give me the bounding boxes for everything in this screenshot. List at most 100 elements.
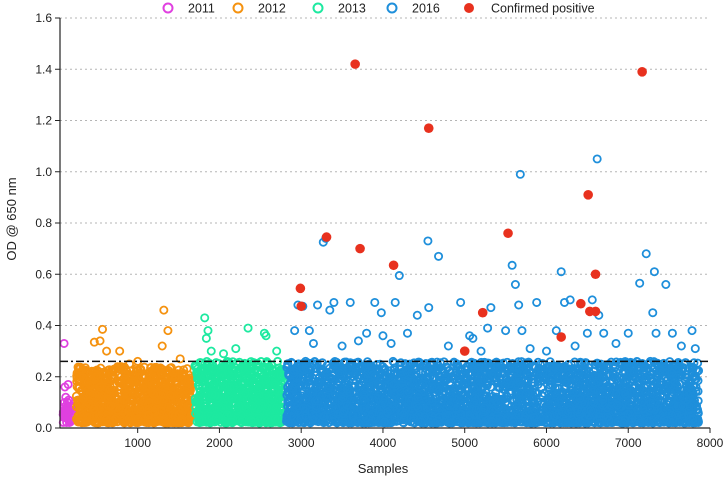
data-point [177,414,187,424]
data-point [157,341,167,351]
data-point [201,389,211,399]
data-point [101,414,111,424]
data-point [124,359,134,369]
data-point [129,376,139,386]
data-point [85,380,95,390]
data-point [235,385,245,395]
series-2016 [282,154,704,428]
data-point [133,414,143,424]
data-point [83,416,93,426]
data-point [175,391,185,401]
data-point [243,365,253,375]
data-point [203,326,213,336]
data-point [175,354,185,364]
data-point [157,378,167,388]
data-point [238,415,248,425]
data-point [219,349,229,359]
data-point [267,395,277,405]
data-point [261,375,271,385]
data-point [89,337,99,347]
data-point [206,378,216,388]
data-point [160,416,170,426]
data-point [257,367,267,377]
data-point [244,395,254,405]
data-point [229,381,239,391]
data-point [73,362,83,372]
data-points [58,59,704,428]
data-point [199,372,209,382]
data-point [227,394,237,404]
data-point [127,396,137,406]
data-point [95,336,105,346]
data-point [191,408,201,418]
data-point [184,376,194,386]
data-point [251,401,261,411]
data-point [181,387,191,397]
data-point [233,366,243,376]
data-point [151,362,161,372]
data-point [149,373,159,383]
data-point [117,362,127,372]
data-point [124,384,134,394]
data-point [272,346,282,356]
data-point [238,395,248,405]
data-point [98,324,108,334]
data-point [261,390,271,400]
data-point [227,365,237,375]
data-point [200,313,210,323]
data-point [110,414,120,424]
data-point [450,385,460,395]
data-point [175,383,185,393]
data-point [179,365,189,375]
data-point [218,377,228,387]
data-point [200,359,210,369]
data-point [270,414,280,424]
data-point [218,382,228,392]
data-point [88,390,98,400]
data-point [103,394,113,404]
data-point [241,384,251,394]
data-point [163,326,173,336]
data-point [214,412,224,422]
data-point [218,403,228,413]
data-point [63,379,73,389]
data-point [159,305,169,315]
data-point [165,390,175,400]
series-2012 [71,305,196,428]
data-point [231,344,241,354]
data-point [169,368,179,378]
data-point [100,375,110,385]
data-point [84,399,94,409]
data-point [245,363,255,373]
data-point [156,368,166,378]
data-point [97,399,107,409]
data-point [64,404,74,414]
data-point [243,323,253,333]
data-point [59,338,69,348]
data-point [78,393,88,403]
data-point [89,404,99,414]
data-point [119,395,129,405]
data-point [246,415,256,425]
data-point [141,388,151,398]
data-point [135,404,145,414]
data-point [209,377,219,387]
data-point [145,415,155,425]
data-point [60,397,70,407]
grid-lines [60,17,710,378]
data-point [207,390,217,400]
data-point [108,385,118,395]
data-point [111,402,121,412]
series-2013 [190,313,288,428]
data-point [248,401,258,411]
data-point [206,346,216,356]
data-point [160,378,170,388]
data-point [75,407,85,417]
data-point [116,376,126,386]
data-point [194,384,204,394]
data-point [124,413,134,423]
data-point [273,414,283,424]
data-point [106,401,116,411]
data-point [185,386,195,396]
data-point [226,417,236,427]
